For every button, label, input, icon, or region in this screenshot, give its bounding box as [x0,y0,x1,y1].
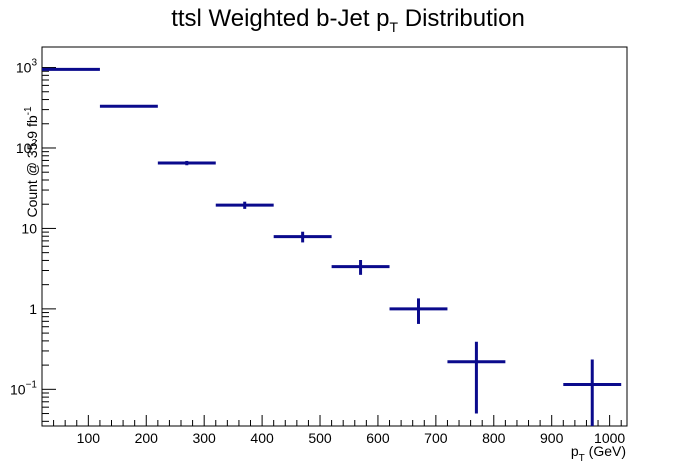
y-tick-label: 10−1 [10,379,37,397]
data-point [99,104,158,108]
x-axis-label-tail: (GeV) [585,443,626,459]
x-tick-label: 400 [250,430,274,446]
chart-title-subscript: T [390,19,399,35]
chart-title: ttsl Weighted b-Jet pT Distribution [171,5,525,35]
y-axis-label-superscript: -1 [23,106,34,115]
data-point [215,201,274,209]
y-axis-label-main: Count @ 35.9 fb [24,115,40,217]
x-axis-label-main: p [571,443,579,459]
data-point [273,231,332,243]
x-tick-label: 800 [482,430,506,446]
x-tick-label: 200 [135,430,159,446]
y-tick-label: 102 [16,138,38,156]
data-point [42,67,100,71]
x-axis-label-subscript: T [579,453,585,464]
x-tick-label: 600 [366,430,390,446]
data-series [42,67,622,426]
data-point [563,359,622,426]
x-tick-label: 300 [192,430,216,446]
y-tick-label: 10 [21,220,37,236]
chart-title-tail: Distribution [398,5,525,32]
x-tick-label: 500 [308,430,332,446]
x-axis-label: pT (GeV) [571,443,626,464]
plot-frame [41,46,628,427]
data-point [389,298,448,324]
x-tick-label: 100 [77,430,101,446]
data-point [447,341,506,414]
y-axis-label: Count @ 35.9 fb-1 [23,106,40,218]
x-tick-label: 900 [540,430,564,446]
data-point [157,160,216,166]
y-tick-label: 103 [16,58,38,76]
chart-title-main: ttsl Weighted b-Jet p [171,5,389,32]
x-axis: 100 200 300 400 500 600 700 800 900 1000 [41,415,625,446]
data-point [331,260,390,275]
x-tick-label: 1000 [594,430,625,446]
y-tick-label: 1 [29,301,37,317]
y-axis: 10−1 1 10 102 103 [10,58,56,422]
x-tick-label: 700 [424,430,448,446]
